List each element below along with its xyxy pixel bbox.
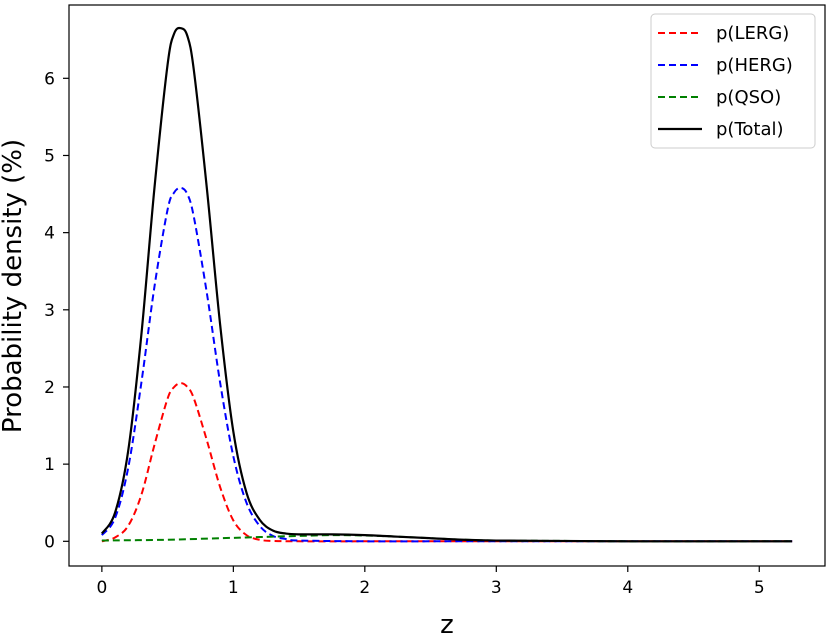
- y-axis: 0 1 2 3 4 5 6: [44, 69, 69, 552]
- legend-label: p(QSO): [716, 87, 781, 108]
- x-axis-label: z: [440, 610, 454, 637]
- legend-label: p(LERG): [716, 23, 789, 44]
- x-tick-label: 3: [491, 578, 502, 598]
- legend-label: p(HERG): [716, 55, 793, 76]
- y-tick-label: 0: [44, 532, 55, 552]
- y-axis-label: Probability density (%): [0, 139, 28, 433]
- y-tick-label: 2: [44, 378, 55, 398]
- series-line-p-total: [100, 26, 793, 543]
- x-tick-label: 1: [228, 578, 239, 598]
- y-tick-label: 4: [44, 224, 55, 244]
- legend-label: p(Total): [716, 119, 784, 140]
- legend: p(LERG) p(HERG) p(QSO) p(Total): [650, 13, 816, 149]
- y-tick-label: 3: [44, 301, 55, 321]
- x-tick-label: 2: [359, 578, 370, 598]
- curves: [100, 26, 793, 543]
- x-tick-label: 4: [622, 578, 633, 598]
- x-tick-label: 0: [96, 578, 107, 598]
- x-tick-label: 5: [754, 578, 765, 598]
- y-tick-label: 1: [44, 455, 55, 475]
- series-line-p-herg: [101, 186, 793, 543]
- legend-frame: [650, 13, 816, 149]
- x-axis: 0 1 2 3 4 5: [96, 566, 765, 598]
- y-tick-label: 6: [44, 69, 55, 89]
- y-tick-label: 5: [44, 146, 55, 166]
